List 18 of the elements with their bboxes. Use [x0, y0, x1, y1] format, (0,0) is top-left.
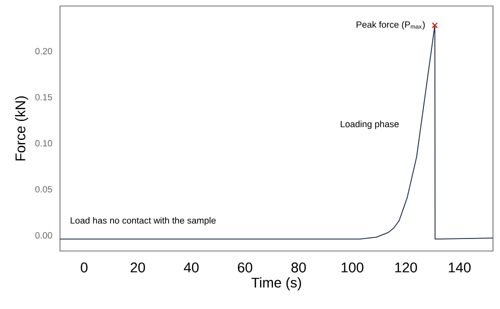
x-tick-label: 80: [291, 262, 306, 272]
y-tick-label: 0.15: [35, 94, 52, 100]
x-tick-label: 60: [238, 262, 252, 272]
x-tick-label: 120: [395, 262, 417, 272]
x-tick-label: 20: [130, 262, 145, 272]
annotation: Load has no contact with the sample: [70, 217, 216, 226]
x-axis-title: Time (s): [251, 277, 302, 290]
y-tick-label: 0.05: [35, 186, 52, 192]
y-tick-label: 0.10: [35, 140, 52, 146]
y-tick-label: 0.00: [35, 232, 52, 239]
y-axis-title: Force (kN): [15, 96, 28, 160]
annotation: Loading phase: [340, 120, 399, 130]
annotation: Peak force (P$_{max}$): [356, 21, 425, 30]
x-tick-label: 0: [80, 262, 88, 272]
x-tick-label: 40: [184, 262, 199, 272]
y-tick-label: 0.20: [35, 48, 52, 54]
x-tick-label: 140: [448, 262, 471, 272]
x-tick-label: 100: [342, 262, 364, 272]
